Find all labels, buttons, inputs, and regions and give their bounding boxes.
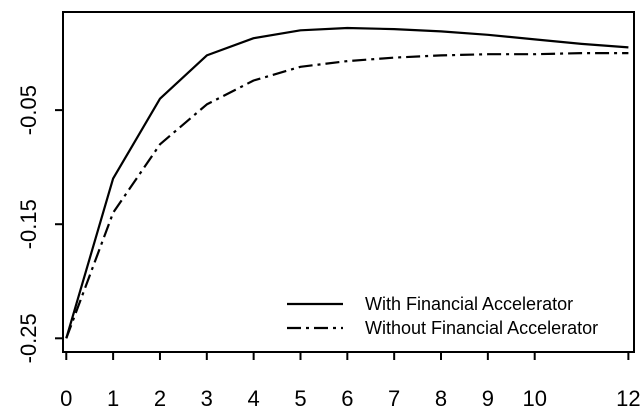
x-tick-label: 3 [201, 386, 213, 411]
series-line-1 [65, 26, 629, 339]
series-layer [65, 26, 629, 339]
x-tick-label: 8 [435, 386, 447, 411]
x-tick-label: 4 [248, 386, 260, 411]
y-tick-label: -0.15 [16, 199, 41, 249]
legend: With Financial Accelerator Without Financ… [287, 294, 598, 338]
x-tick-label: 2 [154, 386, 166, 411]
x-tick-label: 0 [60, 386, 72, 411]
x-tick-label: 7 [388, 386, 400, 411]
x-tick-label: 10 [522, 386, 546, 411]
series-line-2 [65, 51, 629, 339]
y-tick-label: -0.25 [16, 313, 41, 363]
plot-frame [62, 11, 635, 353]
x-axis: 0 1 2 3 4 5 6 7 8 9 10 12 [60, 352, 641, 411]
x-tick-label: 6 [341, 386, 353, 411]
legend-label-2: Without Financial Accelerator [365, 318, 598, 338]
legend-label-1: With Financial Accelerator [365, 294, 573, 314]
x-tick-label: 5 [294, 386, 306, 411]
x-tick-label: 9 [482, 386, 494, 411]
y-axis: -0.25 -0.15 -0.05 [16, 85, 63, 363]
x-tick-label: 12 [616, 386, 640, 411]
plot-area [62, 11, 635, 353]
x-tick-label: 1 [107, 386, 119, 411]
y-tick-label: -0.05 [16, 85, 41, 135]
